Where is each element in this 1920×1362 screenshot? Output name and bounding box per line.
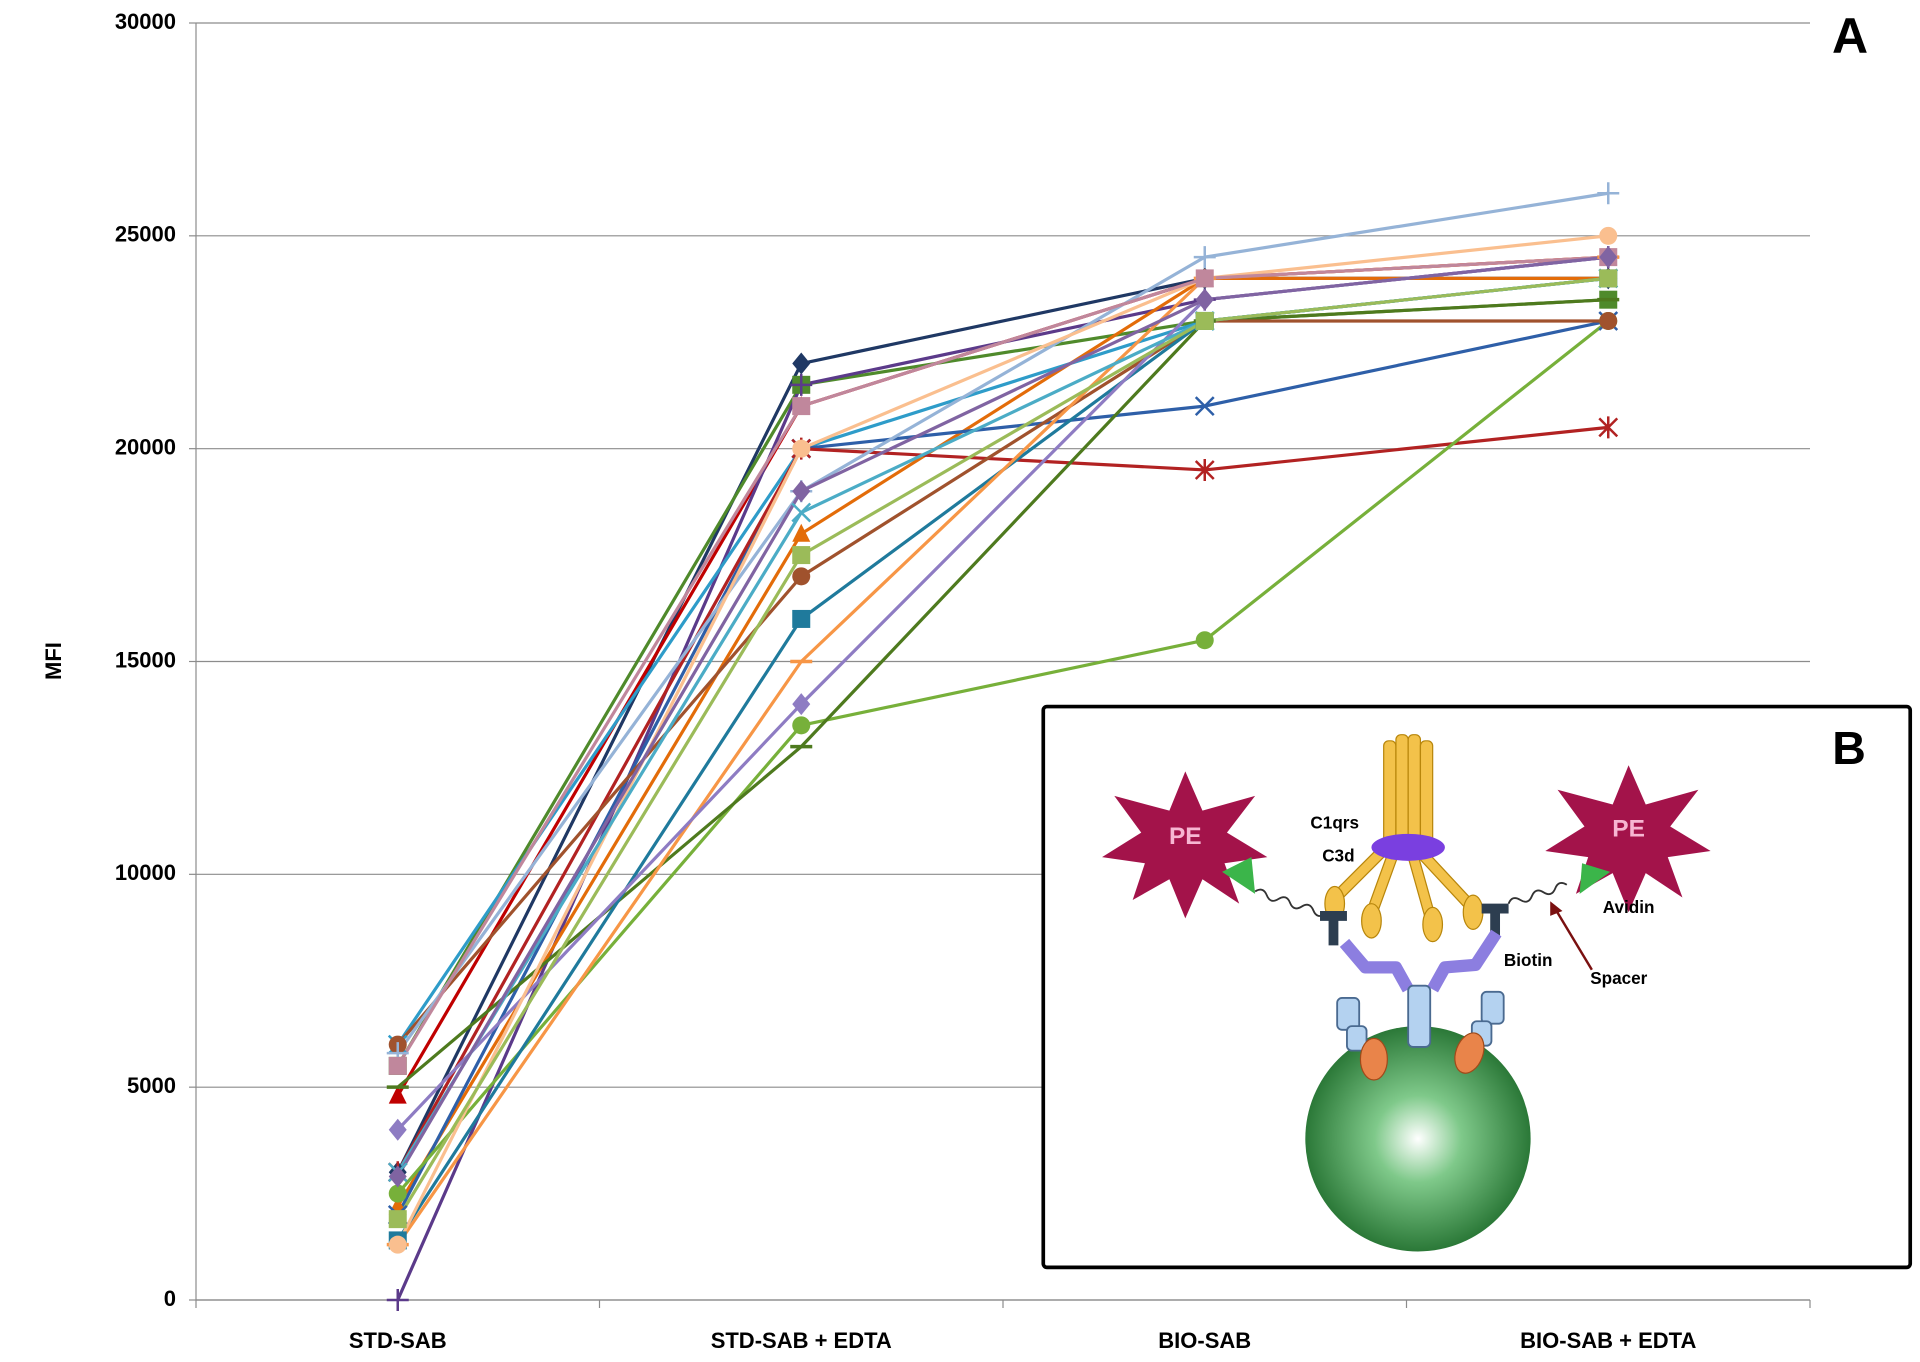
spacer [1507, 881, 1568, 905]
x-tick-label: BIO-SAB + EDTA [1520, 1328, 1696, 1353]
marker [388, 1165, 407, 1188]
y-tick-label: 10000 [115, 860, 176, 885]
marker [388, 1056, 407, 1075]
inset-label: B [1832, 722, 1866, 774]
y-tick-label: 15000 [115, 647, 176, 672]
peptide [1359, 1037, 1388, 1081]
marker [388, 1210, 407, 1229]
axes: 0 5000 10000 15000 20000 25000 30000 STD-SAB STD… [115, 9, 1811, 1353]
marker [1599, 226, 1618, 245]
spacer [1254, 888, 1326, 917]
c1q [1324, 734, 1484, 943]
x-tick-label: STD-SAB + EDTA [711, 1328, 892, 1353]
marker [792, 546, 811, 565]
marker [386, 1289, 409, 1311]
marker [792, 693, 811, 716]
c1qrs-blob [1371, 833, 1445, 861]
y-tick-label: 5000 [127, 1073, 176, 1098]
arrow-head [1550, 901, 1563, 916]
marker [388, 1235, 407, 1254]
marker [792, 397, 811, 416]
inset-diagram: B C1qrs C3d PE PE [1041, 704, 1913, 1270]
pe-star-left [1102, 771, 1268, 919]
marker [1598, 416, 1619, 439]
series-line [396, 255, 1609, 1067]
marker [1194, 396, 1215, 416]
avidin [1222, 857, 1256, 894]
marker [1599, 246, 1618, 269]
marker [388, 1085, 407, 1104]
marker [791, 502, 812, 523]
marker [792, 523, 811, 542]
pe-label: PE [1169, 823, 1202, 850]
antibody [1339, 929, 1502, 993]
marker [792, 480, 811, 503]
peptide [1454, 1032, 1485, 1074]
bead [1305, 1026, 1531, 1252]
marker [388, 1184, 407, 1203]
marker [1597, 182, 1620, 205]
marker [388, 1118, 407, 1141]
marker [792, 439, 811, 458]
marker [1599, 311, 1618, 330]
panel-label: A [1832, 8, 1868, 64]
marker [1195, 311, 1214, 330]
y-tick-label: 0 [164, 1286, 176, 1311]
marker [790, 373, 813, 396]
marker [1195, 631, 1214, 650]
avidin [1579, 863, 1611, 894]
marker [792, 567, 811, 586]
marker [1599, 269, 1618, 288]
biotin [1320, 911, 1347, 946]
c1qrs-label: C1qrs [1310, 813, 1359, 833]
y-tick-label: 25000 [115, 222, 176, 247]
series-line [396, 234, 1609, 1246]
y-tick-label: 30000 [115, 9, 176, 34]
c3d-label: C3d [1322, 846, 1354, 866]
y-tick-label: 20000 [115, 434, 176, 459]
marker [792, 352, 811, 375]
plot [386, 182, 1620, 1311]
y-axis-label: MFI [41, 642, 66, 680]
x-tick-label: STD-SAB [349, 1328, 447, 1353]
marker [792, 609, 811, 628]
series-line [396, 255, 1609, 1178]
series-line [396, 319, 1609, 1046]
pe-label: PE [1612, 816, 1645, 843]
arrow [1554, 907, 1593, 971]
spacer-label: Spacer [1590, 968, 1647, 988]
marker [1193, 246, 1216, 269]
x-tick-label: BIO-SAB [1158, 1328, 1251, 1353]
series-line [396, 276, 1609, 1220]
series-line [396, 319, 1610, 1195]
marker [1195, 288, 1214, 311]
marker [792, 716, 811, 735]
avidin-label: Avidin [1603, 897, 1655, 917]
series-line [396, 191, 1609, 1055]
marker [1195, 269, 1214, 288]
biotin-label: Biotin [1504, 950, 1553, 970]
marker [1194, 458, 1215, 481]
